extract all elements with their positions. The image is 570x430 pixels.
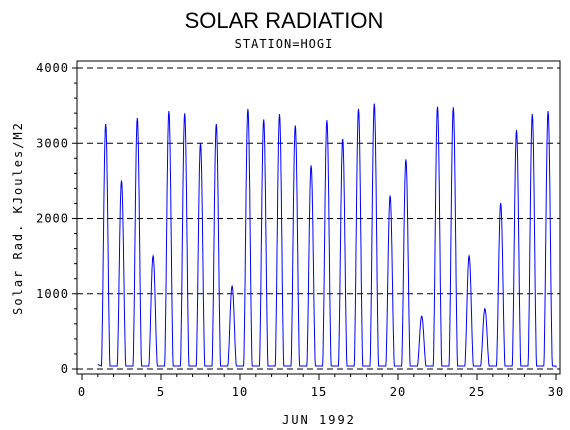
daily-peak-point — [452, 107, 454, 109]
daily-peak-point — [547, 111, 549, 113]
daily-peak-point — [168, 111, 170, 113]
y-tick-label: 4000 — [36, 61, 69, 75]
daily-peak-point — [120, 180, 123, 182]
daily-peak-point — [215, 123, 217, 126]
daily-peak-point — [405, 159, 407, 161]
daily-peak-point — [500, 202, 502, 205]
radiation-line — [97, 104, 557, 368]
daily-peak-point — [105, 123, 107, 126]
daily-peak-point — [231, 285, 233, 287]
grid-lines — [77, 67, 560, 370]
y-axis: 0 1000 2000 3000 4000 — [36, 61, 77, 376]
x-tick-label: 15 — [311, 385, 327, 399]
daily-peak-point — [468, 255, 470, 257]
daily-peak-point — [326, 120, 328, 122]
daily-peak-point — [152, 255, 154, 257]
daily-peak-point — [184, 113, 186, 115]
daily-peak-point — [373, 103, 375, 105]
x-tick-label: 20 — [390, 385, 406, 399]
daily-peak-point — [310, 165, 312, 167]
chart-title: SOLAR RADIATION — [185, 8, 384, 33]
x-tick-label: 10 — [232, 385, 248, 399]
y-tick-label: 3000 — [36, 136, 69, 150]
daily-peak-point — [357, 108, 360, 110]
x-tick-label: 25 — [469, 385, 485, 399]
y-tick-label: 0 — [61, 362, 69, 376]
x-axis-label: JUN 1992 — [282, 413, 356, 427]
daily-peak-point — [389, 195, 391, 197]
plot-frame — [76, 60, 561, 375]
y-axis-label: Solar Rad. KJoules/M2 — [11, 121, 25, 315]
y-tick-label: 1000 — [36, 287, 69, 301]
daily-peak-point — [421, 315, 423, 317]
data-series — [97, 103, 557, 368]
chart-subtitle: STATION=HOGI — [235, 37, 334, 51]
daily-peak-point — [199, 142, 202, 144]
daily-peak-point — [247, 108, 249, 110]
daily-peak-point — [136, 117, 138, 120]
x-axis: 0 5 10 15 20 25 30 — [78, 374, 564, 399]
y-tick-label: 2000 — [36, 212, 69, 226]
daily-peak-point — [531, 114, 533, 116]
x-tick-label: 30 — [548, 385, 564, 399]
daily-peak-point — [484, 308, 486, 310]
daily-peak-point — [515, 129, 518, 132]
daily-peak-point — [278, 114, 281, 116]
x-tick-label: 0 — [78, 385, 86, 399]
daily-peak-point — [342, 138, 344, 141]
daily-peak-point — [436, 106, 439, 108]
daily-peak-point — [263, 119, 265, 121]
daily-peak-point — [294, 125, 296, 127]
x-tick-label: 5 — [157, 385, 165, 399]
